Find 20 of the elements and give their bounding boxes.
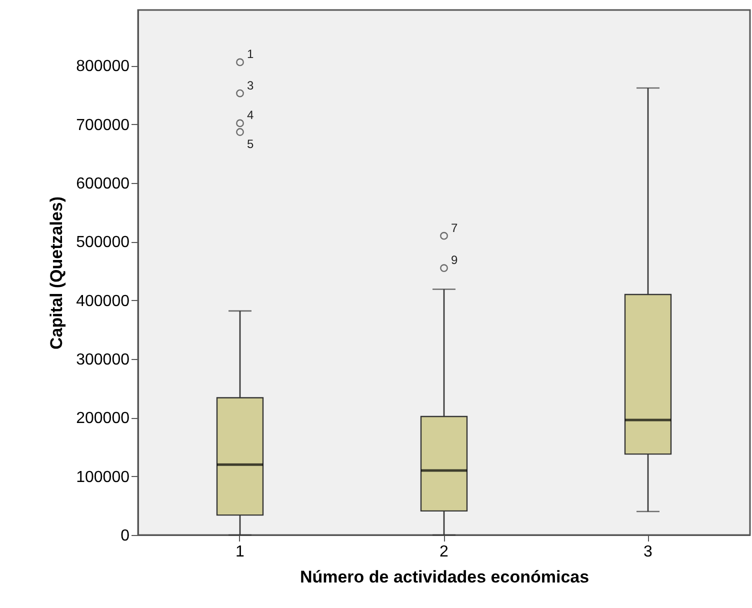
x-tick-label: 3	[644, 544, 653, 560]
x-tick-label: 1	[236, 544, 245, 560]
annotation: 3	[247, 78, 254, 92]
annotation: 4	[247, 108, 254, 122]
x-axis-title: Número de actividades económicas	[300, 568, 590, 586]
y-tick-label: 0	[120, 528, 130, 544]
x-tick-label: 2	[440, 544, 449, 560]
annotation: 7	[451, 220, 458, 235]
y-tick-label: 500000	[76, 234, 130, 252]
y-axis-title: Capital (Quetzales)	[47, 196, 66, 350]
annotation: 1	[247, 47, 254, 62]
y-tick-label: 700000	[76, 116, 130, 134]
y-tick-label: 300000	[76, 352, 130, 369]
y-tick-label: 100000	[76, 468, 130, 486]
y-tick-label: 200000	[76, 410, 130, 428]
y-tick-label: 600000	[76, 176, 130, 193]
annotation: 5	[247, 137, 254, 152]
annotation: 9	[451, 253, 458, 268]
y-tick-label: 800000	[76, 58, 130, 76]
y-tick-label: 400000	[76, 292, 130, 310]
